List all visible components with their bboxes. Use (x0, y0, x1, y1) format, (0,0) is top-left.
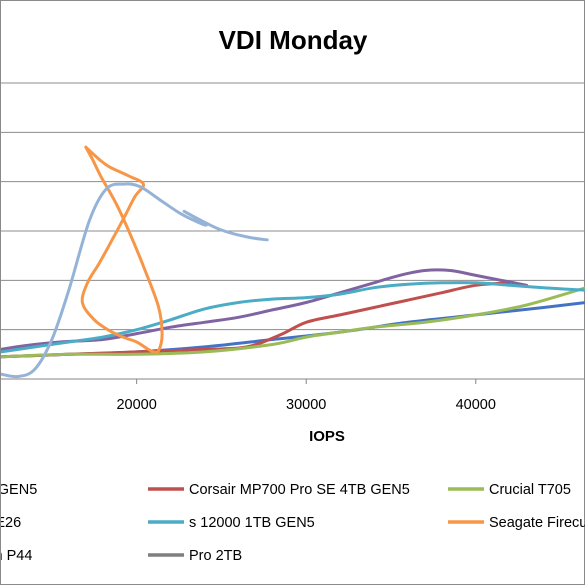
legend-item: Corsair MP700 Pro SE 4TB GEN5 (148, 482, 410, 498)
legend-label: Solidigm P44 (1, 548, 32, 564)
legend-item: Pro 2TB (148, 548, 242, 564)
legend-label: Corsair MP700 Pro SE 4TB GEN5 (189, 482, 410, 498)
legend-label: Phison E26 (1, 515, 21, 531)
legend-item: Phison E26 (1, 515, 21, 531)
series-line (1, 281, 585, 354)
legend-label: Pro 2TB (189, 548, 242, 564)
series-line (1, 286, 585, 359)
legend-item: Seagate Firecuda 540 2TB GEN5 (448, 515, 585, 531)
legend-label: s 12000 1TB GEN5 (189, 515, 315, 531)
x-tick-label: 20000 (116, 397, 156, 413)
series-line (1, 268, 529, 351)
chart-title: VDI Monday (219, 25, 368, 55)
series-line (1, 281, 512, 359)
legend-label: Crucial T705 (489, 482, 571, 498)
legend-label: 40 2TB GEN5 (1, 482, 37, 498)
x-axis: 20000 30000 40000 (116, 379, 496, 413)
series-line (1, 182, 269, 379)
legend-item: s 12000 1TB GEN5 (148, 515, 315, 531)
legend-item: Solidigm P44 (1, 548, 32, 564)
grid-lines (1, 82, 585, 380)
legend: 40 2TB GEN5 Corsair MP700 Pro SE 4TB GEN5… (1, 482, 585, 564)
legend-label: Seagate Firecuda 540 2TB GEN5 (489, 515, 585, 531)
x-tick-label: 40000 (456, 397, 496, 413)
x-axis-label: IOPS (309, 428, 345, 445)
plot-series (1, 145, 585, 379)
x-tick-label: 30000 (286, 397, 326, 413)
legend-item: Crucial T705 (448, 482, 571, 498)
legend-item: 40 2TB GEN5 (1, 482, 37, 498)
series-line (80, 145, 164, 354)
